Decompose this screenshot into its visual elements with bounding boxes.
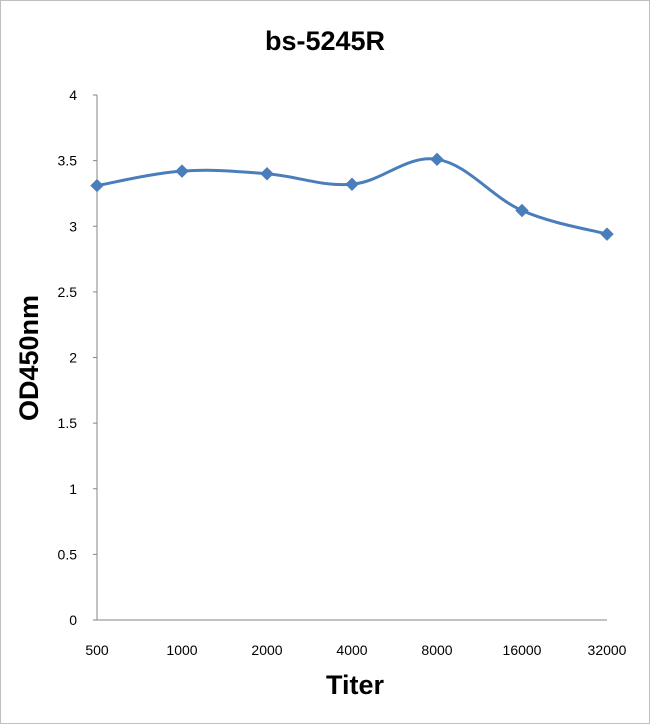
y-tick-label: 0: [69, 612, 77, 628]
x-tick-label: 1000: [166, 642, 197, 658]
data-point-marker: [600, 227, 614, 241]
x-tick-label: 500: [85, 642, 109, 658]
data-point-marker: [430, 152, 444, 167]
x-tick-label: 32000: [588, 642, 627, 658]
tick-labels: 0 0.5 1 1.5 2 2.5 3 3.5 4 500 1000 2000 4000 8000 1600…: [58, 87, 627, 658]
x-tick-label: 4000: [336, 642, 367, 658]
data-point-marker: [345, 177, 359, 191]
x-tick-label: 8000: [421, 642, 452, 658]
y-tick-label: 2: [69, 350, 77, 366]
y-axis-title: OD450nm: [14, 295, 44, 421]
x-axis-title: Titer: [326, 670, 385, 700]
y-tick-label: 1.5: [58, 415, 78, 431]
y-tick-label: 2.5: [58, 284, 78, 300]
y-tick-label: 4: [69, 87, 77, 103]
data-point-marker: [260, 167, 274, 181]
x-tick-label: 2000: [251, 642, 282, 658]
x-tick-label: 16000: [503, 642, 542, 658]
data-point-marker: [175, 164, 189, 178]
y-tick-label: 3: [69, 218, 77, 234]
series-group: [90, 152, 614, 241]
data-point-marker: [90, 178, 104, 193]
y-tick-label: 3.5: [58, 153, 78, 169]
chart-title: bs-5245R: [265, 26, 385, 56]
data-point-marker: [515, 203, 529, 218]
series-line: [96, 157, 608, 236]
y-tick-label: 1: [69, 481, 77, 497]
y-tick-label: 0.5: [58, 546, 78, 562]
